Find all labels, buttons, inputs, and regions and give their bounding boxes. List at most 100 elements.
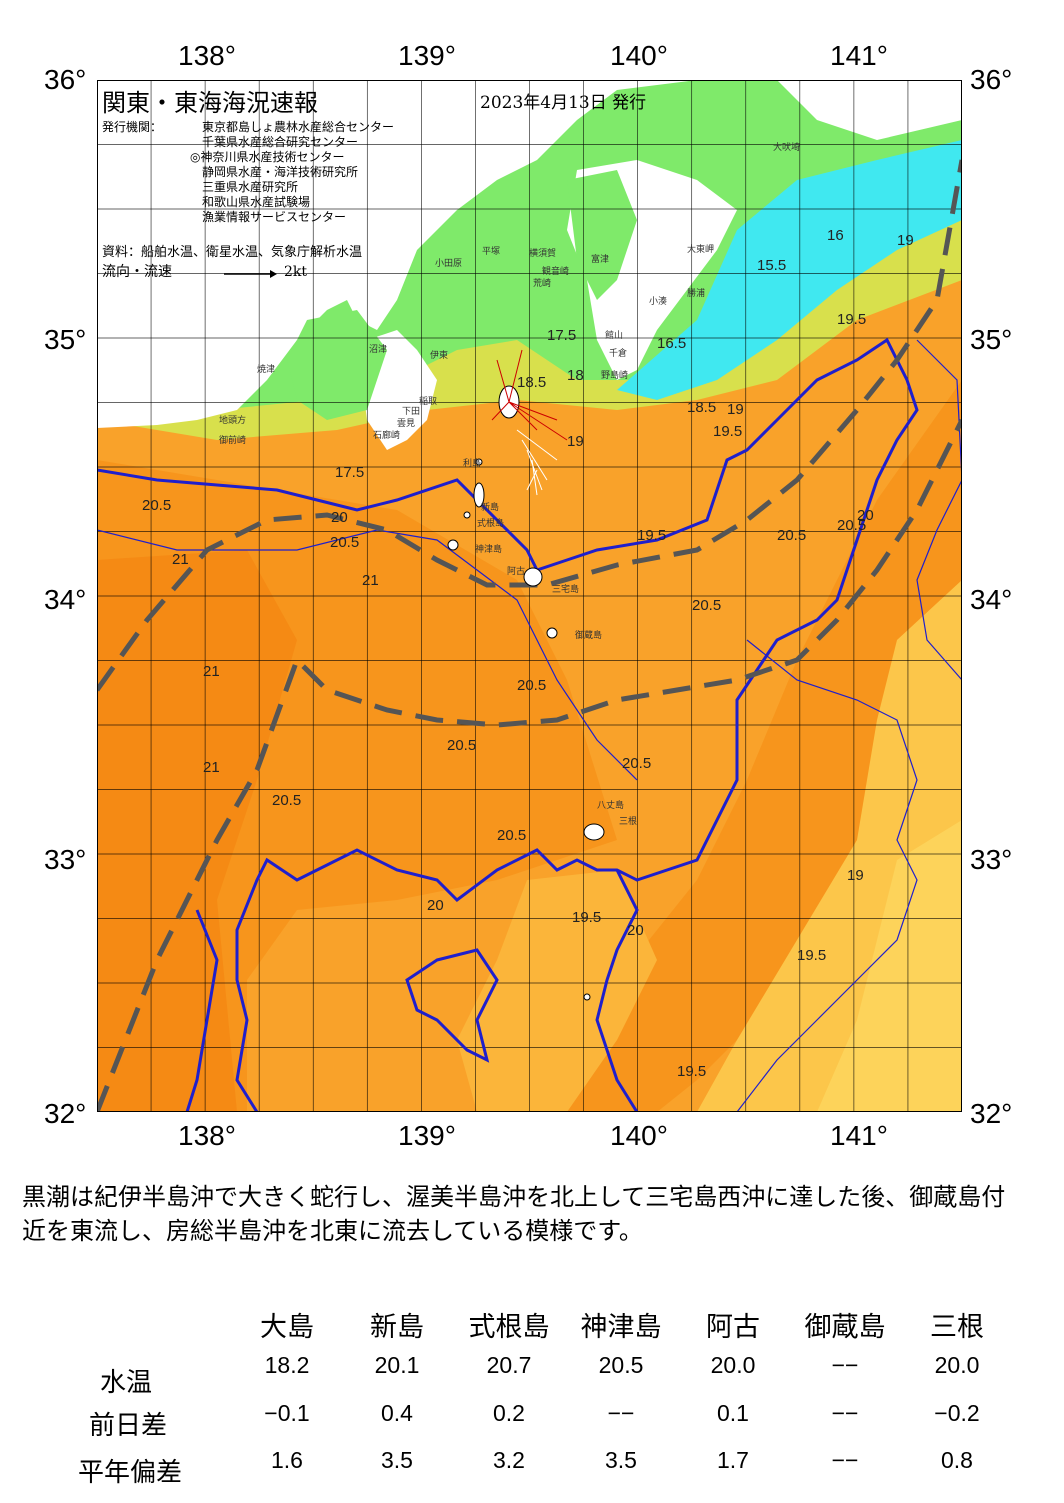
place-mitsune: 三根 [619,815,637,827]
place-arasaki: 荒崎 [533,277,551,289]
bay-green [567,170,637,300]
row-label: 前日差 [88,1411,167,1441]
iso-label: 20 [627,922,644,939]
iso-label: 20.5 [517,677,546,694]
suruga-green [287,310,387,420]
iso-label: 20.5 [692,597,721,614]
lat-label-left-33: 33° [44,844,87,875]
sea-temperature-map: 20.5 20.5 20 21 21 21 21 20.5 20.5 20.5 … [97,80,962,1112]
issuer-list: 東京都島しょ農林水産総合センター 千葉県水産総合研究センター ◎神奈川県水産技術… [190,120,394,225]
place-kumomi: 雲見 [397,418,415,429]
isotherm-19 [916,339,962,681]
isotherm-20-south [595,869,639,1112]
lat-label-right-34: 34° [970,584,1013,615]
iso-label: 19 [897,232,914,249]
summary-text: 黒潮は紀伊半島沖で大きく蛇行し、渥美半島沖を北上して三宅島西沖に達した後、御蔵島… [22,1183,1006,1245]
place-taitomisaki: 大東岬 [687,243,714,255]
isotherm-20-north [97,337,919,1112]
lat-label-left-36: 36° [44,64,87,95]
col-header: 式根島 [468,1312,550,1343]
col-header: 御蔵島 [804,1312,886,1343]
lon-label-bottom-139: 139° [398,1120,456,1151]
place-omaezaki: 御前崎 [219,434,246,446]
isotherm-20-west [185,909,219,1112]
issuer-item: 東京都島しょ農林水産総合センター [202,120,395,134]
place-shikinejima: 式根島 [477,517,504,529]
iso-label: 19.5 [713,423,742,440]
table-cell: 18.2 [264,1352,310,1378]
table-cell: 0.4 [381,1400,413,1426]
ocean-coolest-area [817,820,962,1112]
flow-legend-label: 流向・流速 [102,264,172,280]
lat-label-right-36: 36° [970,64,1013,95]
place-odawara: 小田原 [435,258,462,269]
isotherm-20.5 [97,529,638,781]
place-yaizu: 焼津 [257,364,275,375]
lat-label-left-34: 34° [44,584,87,615]
place-labels: 焼津 地頭方 御前崎 沼津 伊東 稲取 下田 雲見 石廊崎 小田原 平塚 横須賀… [219,141,800,827]
isotherm-labels: 20.5 20.5 20 21 21 21 21 20.5 20.5 20.5 … [142,227,914,1080]
iso-label: 19.5 [837,311,866,328]
lon-label-top-141: 141° [830,40,888,71]
lat-label-left-32: 32° [44,1098,87,1129]
place-chikura: 千倉 [609,347,627,359]
table-cell: −− [831,1447,859,1473]
issuer-label: 発行機関： [102,120,163,134]
island-miyakejima [523,567,543,587]
place-kannonzaki: 観音崎 [542,265,569,277]
table-cell: 20.0 [710,1352,756,1378]
iso-label: 18.5 [687,399,716,416]
map-title: 関東・東海海況速報 [102,89,318,117]
kuroshio-axis-inner [97,159,962,692]
col-header: 大島 [260,1312,314,1343]
place-tateyama: 館山 [605,329,623,341]
table-cell: 1.6 [271,1447,303,1473]
iso-label: 19.5 [572,909,601,926]
table-cell: −0.1 [264,1400,310,1426]
iso-label: 21 [203,759,220,776]
flow-legend-arrow-icon [224,270,277,278]
col-header: 神津島 [580,1312,662,1343]
iso-label: 20 [331,509,348,526]
iso-label: 19.5 [797,947,826,964]
island-aogashima [583,993,591,1001]
island-kozushima [447,539,459,551]
table-cell: 0.1 [717,1400,749,1426]
table-cell: −0.2 [934,1400,980,1426]
place-ako: 阿古 [507,565,525,577]
iso-label: 20.5 [622,755,651,772]
lon-label-bottom-138: 138° [178,1120,236,1151]
iso-label: 20.5 [837,517,866,534]
table-cell: 20.1 [374,1352,420,1378]
row-label: 平年偏差 [77,1458,182,1488]
issuer-item: 漁業情報サービスセンター [202,210,347,224]
col-header: 新島 [370,1312,424,1343]
iso-label: 19.5 [637,527,666,544]
issuer-item: ◎神奈川県水産技術センター [190,150,345,164]
place-hachijojima: 八丈島 [597,799,624,811]
iso-label: 16.5 [657,335,686,352]
lon-label-top-139: 139° [398,40,456,71]
table-cell: 1.7 [717,1447,749,1473]
place-futtsu: 富津 [591,253,609,265]
issuer-item: 静岡県水産・海洋技術研究所 [202,165,359,179]
table-cell: 3.5 [381,1447,413,1473]
place-irozaki: 石廊崎 [373,429,400,441]
lon-label-bottom-141: 141° [830,1120,888,1151]
data-source: 資料：船舶水温、衛星水温、気象庁解析水温 [102,245,363,260]
place-nojimazaki: 野島崎 [601,369,628,381]
place-kominato: 小湊 [649,295,667,307]
kuroshio-axis [97,159,962,1112]
table-cell: 20.0 [934,1352,980,1378]
lon-label-bottom-140: 140° [610,1120,668,1151]
place-numazu: 沼津 [369,344,387,355]
iso-label: 21 [362,572,379,589]
col-header: 三根 [930,1312,984,1343]
island-hachijojima [583,823,605,841]
island-niijima [473,482,485,508]
place-toshima: 利島 [463,457,481,469]
table-cell: 0.2 [493,1400,525,1426]
iso-label: 18 [567,367,584,384]
table-cell: −− [607,1400,635,1426]
iso-label: 21 [203,663,220,680]
